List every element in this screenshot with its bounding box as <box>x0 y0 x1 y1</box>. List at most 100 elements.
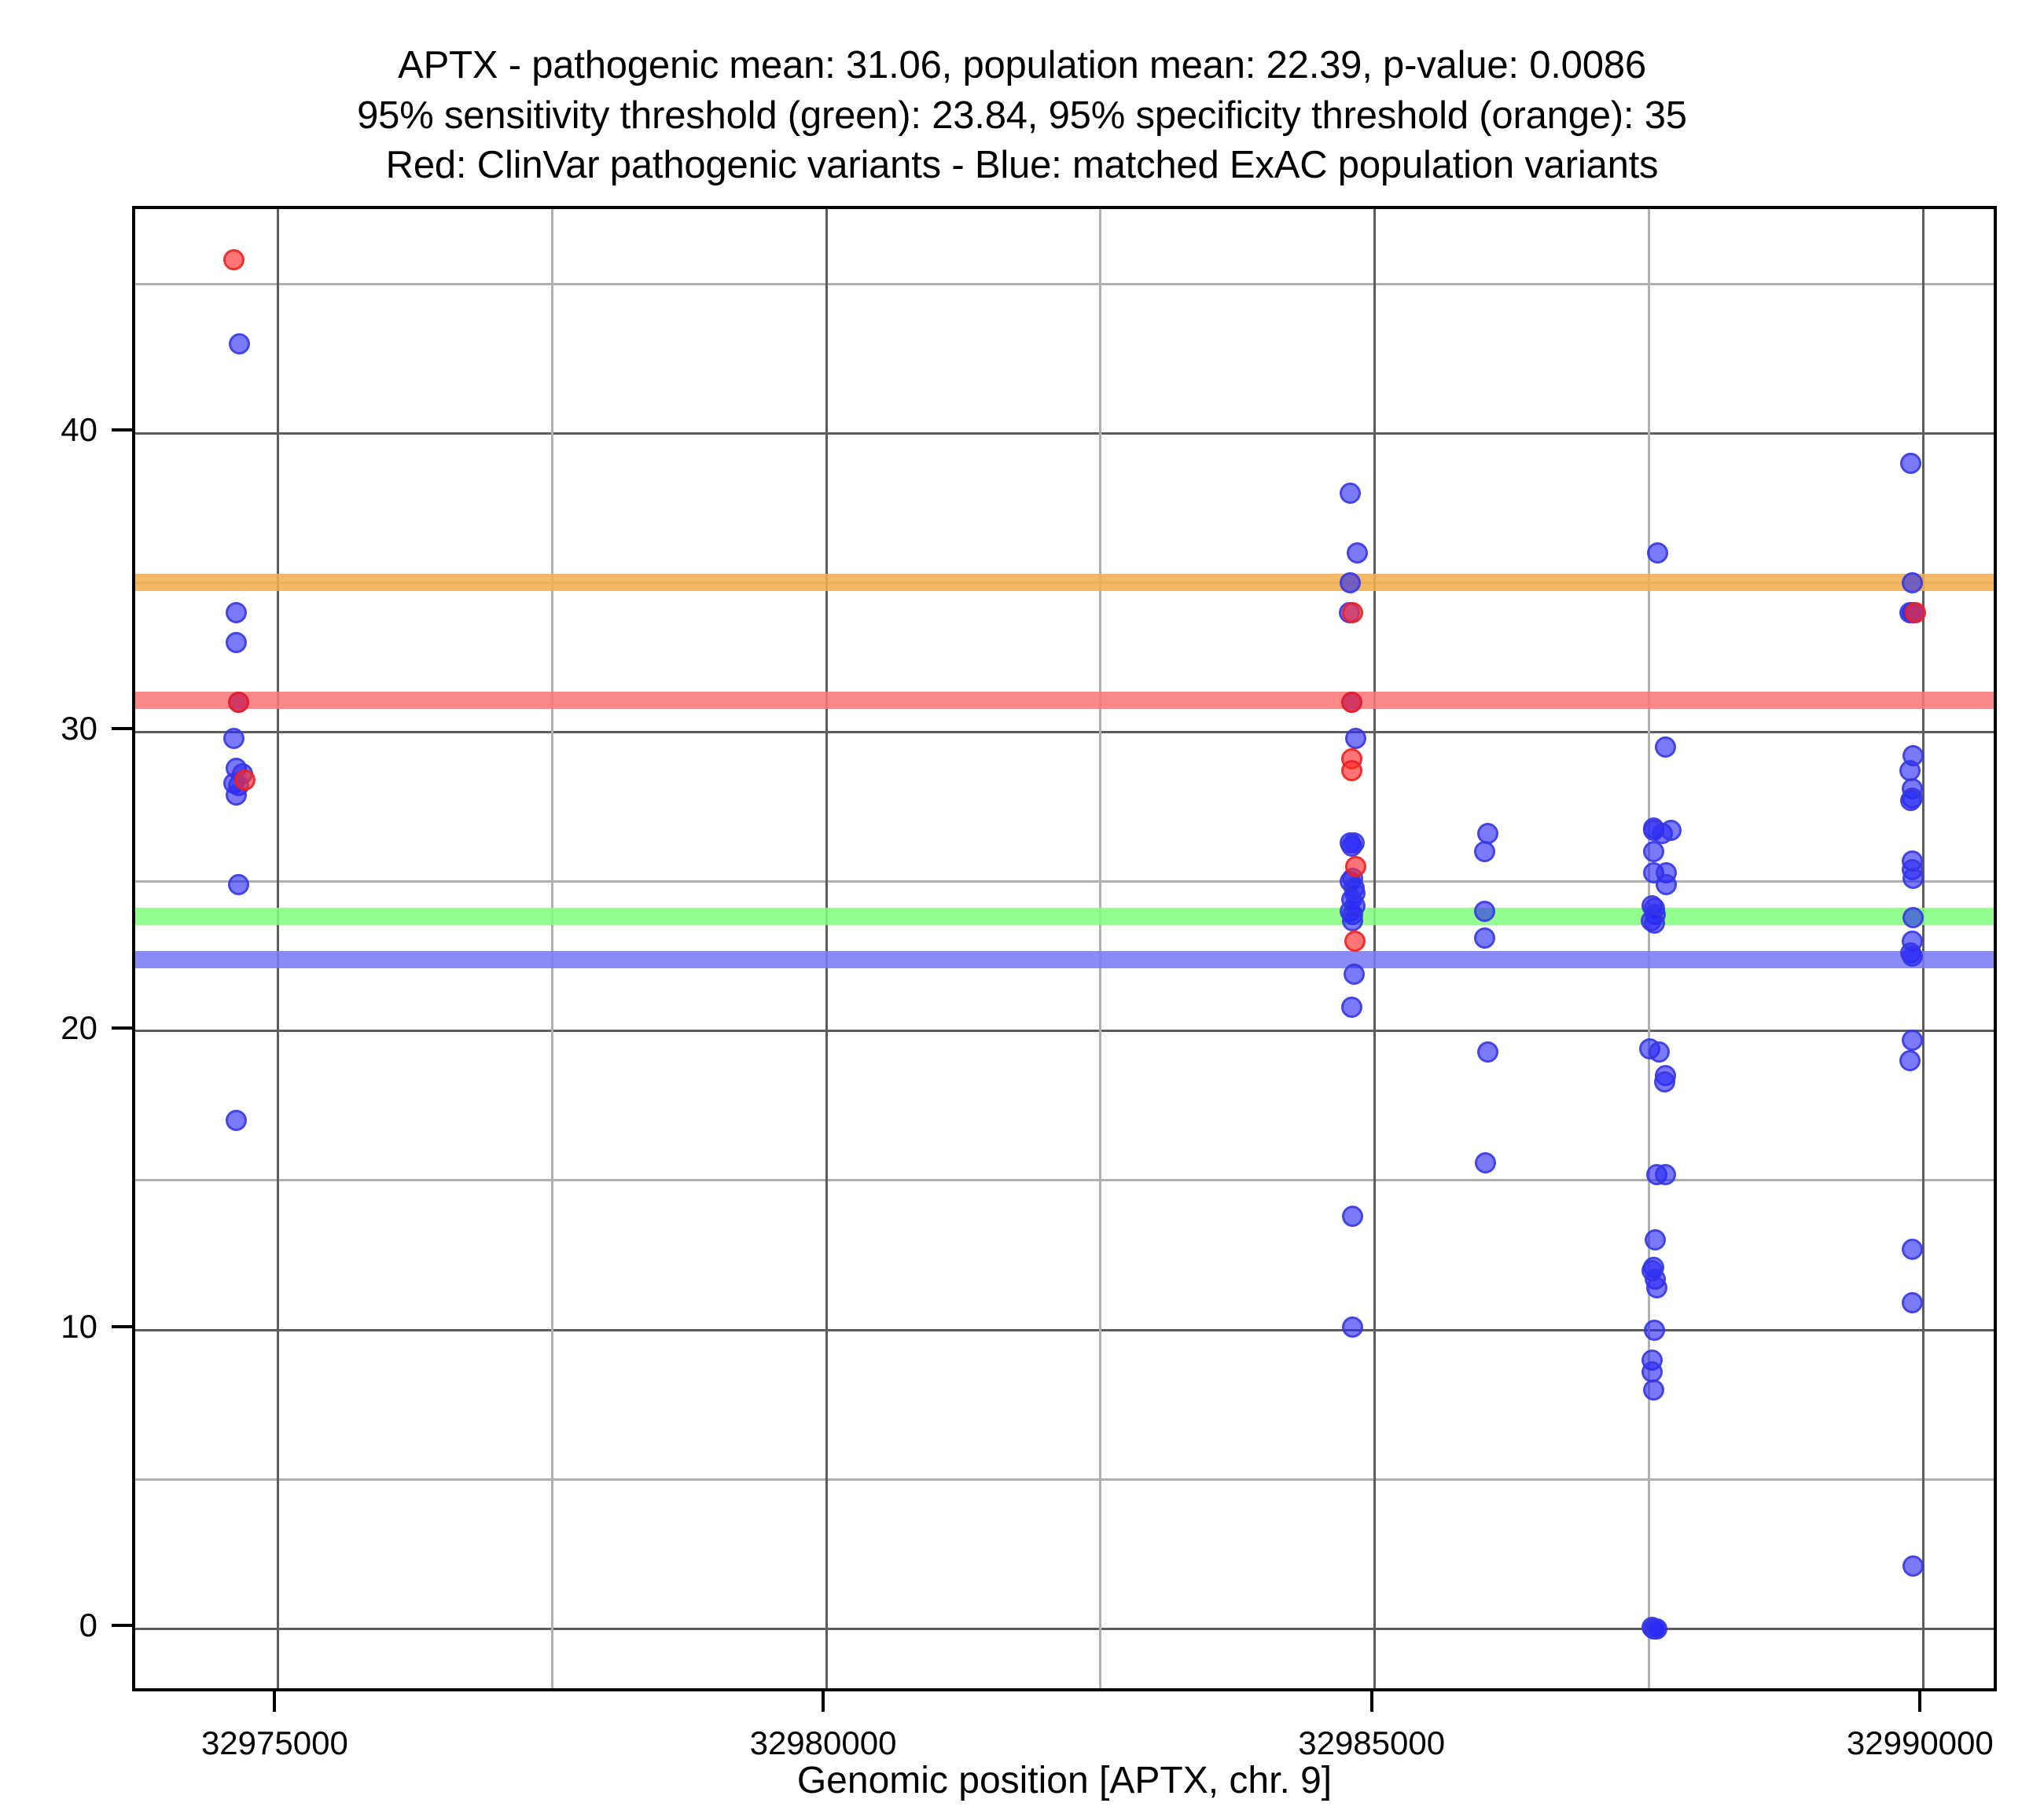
data-point-population <box>1647 542 1669 564</box>
data-point-population <box>1343 964 1365 986</box>
data-point-pathogenic <box>1344 931 1366 953</box>
data-point-population <box>1901 1029 1923 1051</box>
data-point-pathogenic <box>234 769 256 791</box>
specificity-threshold-line <box>135 574 1994 592</box>
data-point-population <box>1473 901 1495 923</box>
y-axis-tick-0 <box>112 1624 132 1628</box>
y-axis-tick-40 <box>112 428 132 432</box>
chart-title-line-3: Red: ClinVar pathogenic variants - Blue:… <box>385 144 1659 187</box>
data-point-population <box>1473 841 1495 863</box>
y-axis-tick-label-20: 20 <box>61 1008 97 1046</box>
x-axis-tick-label-32985000: 32985000 <box>1298 1724 1446 1761</box>
x-axis-tick-label-32980000: 32980000 <box>749 1724 897 1761</box>
data-point-pathogenic <box>1340 760 1362 782</box>
x-axis-tick-32985000 <box>1369 1691 1373 1712</box>
gridline-x-minor-32977500 <box>550 209 553 1688</box>
x-axis-tick-32980000 <box>822 1691 825 1712</box>
data-point-population <box>1340 571 1362 593</box>
data-point-population <box>1643 1319 1665 1341</box>
data-point-population <box>1899 1050 1921 1072</box>
data-point-population <box>1342 1316 1364 1338</box>
population-mean-line <box>135 950 1994 968</box>
data-point-population <box>1340 482 1362 504</box>
gridline-x-major-32980000 <box>825 209 828 1688</box>
y-axis-tick-label-10: 10 <box>61 1308 97 1346</box>
data-point-population <box>225 631 247 653</box>
gridline-y-minor-5 <box>135 1478 1994 1481</box>
data-point-population <box>225 601 247 623</box>
data-point-population <box>1473 927 1495 949</box>
data-point-population <box>1901 1292 1923 1314</box>
y-axis-tick-20 <box>112 1026 132 1030</box>
data-point-population <box>1646 1618 1668 1640</box>
data-point-population <box>227 873 249 895</box>
data-point-pathogenic <box>1905 601 1927 623</box>
data-point-population <box>1901 571 1923 593</box>
gridline-y-major-0 <box>135 1627 1994 1630</box>
data-point-population <box>1902 906 1924 928</box>
data-point-pathogenic <box>223 249 245 271</box>
gridline-y-major-10 <box>135 1328 1994 1331</box>
x-axis-tick-32975000 <box>273 1691 277 1712</box>
gridline-y-major-30 <box>135 730 1994 733</box>
data-point-population <box>1642 841 1664 863</box>
data-point-population <box>1645 1229 1667 1251</box>
gridline-y-major-40 <box>135 431 1994 435</box>
data-point-population <box>1901 946 1923 968</box>
data-point-pathogenic <box>1340 691 1362 713</box>
pathogenic-mean-line <box>135 692 1994 710</box>
y-axis-tick-10 <box>112 1325 132 1329</box>
gridline-x-major-32990000 <box>1921 209 1925 1688</box>
gridline-y-minor-15 <box>135 1179 1994 1182</box>
data-point-population <box>1476 1041 1498 1063</box>
data-point-population <box>1343 832 1365 854</box>
plot-canvas <box>135 209 1994 1688</box>
data-point-pathogenic <box>227 691 249 713</box>
data-point-population <box>1900 452 1922 474</box>
data-point-population <box>1342 909 1364 931</box>
data-point-population <box>1340 996 1362 1018</box>
chart-title-line-1: APTX - pathogenic mean: 31.06, populatio… <box>398 44 1646 86</box>
sensitivity-threshold-line <box>135 907 1994 925</box>
gridline-y-minor-25 <box>135 880 1994 883</box>
x-axis-label: Genomic position [APTX, chr. 9] <box>796 1760 1333 1801</box>
gridline-x-major-32985000 <box>1373 209 1377 1688</box>
data-point-population <box>1654 736 1676 758</box>
x-axis-tick-label-32975000: 32975000 <box>200 1724 348 1761</box>
chart-title: APTX - pathogenic mean: 31.06, populatio… <box>0 41 2044 191</box>
data-point-population <box>1902 868 1925 890</box>
data-point-population <box>229 332 251 354</box>
x-axis-tick-32990000 <box>1918 1691 1922 1712</box>
data-point-population <box>1660 820 1682 842</box>
data-point-population <box>1645 1277 1667 1299</box>
y-axis-tick-label-30: 30 <box>61 710 97 747</box>
data-point-population <box>225 1110 247 1132</box>
data-point-population <box>1643 913 1665 935</box>
data-point-population <box>1475 1151 1497 1173</box>
data-point-population <box>1901 1238 1923 1260</box>
data-point-population <box>1900 790 1922 812</box>
y-axis-tick-label-0: 0 <box>79 1607 97 1644</box>
data-point-population <box>223 727 245 749</box>
gridline-y-major-20 <box>135 1030 1994 1033</box>
x-axis-tick-label-32990000: 32990000 <box>1846 1724 1994 1761</box>
data-point-pathogenic <box>1342 601 1364 623</box>
data-point-population <box>1654 1163 1676 1185</box>
chart-title-line-2: 95% sensitivity threshold (green): 23.84… <box>357 94 1687 137</box>
data-point-population <box>1653 1070 1675 1092</box>
gridline-x-minor-32982500 <box>1099 209 1102 1688</box>
gridline-x-major-32975000 <box>276 209 279 1688</box>
data-point-population <box>1656 873 1678 895</box>
data-point-population <box>1648 1041 1670 1063</box>
data-point-population <box>1902 1555 1924 1577</box>
data-point-pathogenic <box>1345 856 1367 878</box>
plot-area <box>132 206 1997 1691</box>
data-point-population <box>1641 1360 1664 1383</box>
gridline-x-minor-32987500 <box>1648 209 1650 1688</box>
data-point-population <box>1642 1379 1664 1401</box>
gridline-y-minor-45 <box>135 282 1994 285</box>
y-axis-tick-label-40: 40 <box>61 411 97 449</box>
data-point-population <box>1342 1206 1364 1228</box>
data-point-population <box>1345 727 1367 749</box>
